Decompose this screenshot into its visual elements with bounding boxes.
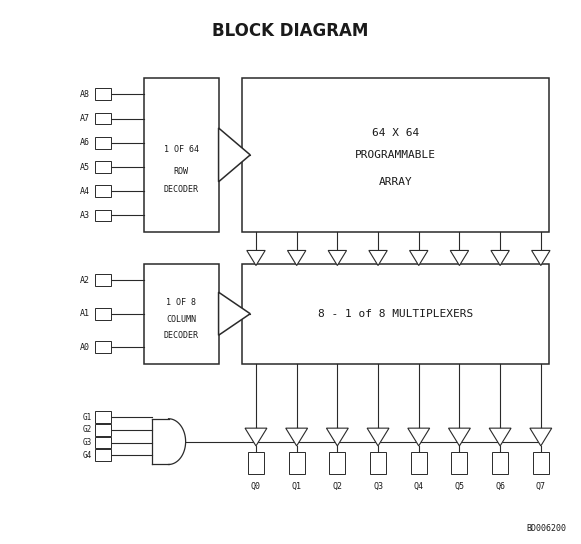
Bar	[95, 437, 111, 448]
Bar	[95, 411, 111, 423]
Polygon shape	[410, 250, 428, 265]
Bar	[95, 342, 111, 353]
Text: ARRAY: ARRAY	[379, 177, 413, 187]
Bar	[248, 453, 264, 474]
Bar	[492, 453, 508, 474]
Text: DECODER: DECODER	[164, 331, 199, 340]
Text: A0: A0	[80, 343, 90, 352]
Text: BD006200: BD006200	[527, 524, 566, 533]
Bar	[95, 449, 111, 461]
Bar	[95, 308, 111, 320]
Polygon shape	[532, 250, 550, 265]
Text: Q3: Q3	[373, 482, 383, 491]
Bar	[144, 264, 218, 363]
Polygon shape	[369, 250, 388, 265]
Bar	[411, 453, 427, 474]
Polygon shape	[286, 428, 307, 446]
Text: 8 - 1 of 8 MULTIPLEXERS: 8 - 1 of 8 MULTIPLEXERS	[318, 309, 473, 319]
Bar	[95, 186, 111, 197]
Bar	[95, 209, 111, 221]
Text: 64 X 64: 64 X 64	[372, 128, 419, 138]
Bar	[95, 274, 111, 286]
Text: 1 OF 64: 1 OF 64	[164, 145, 199, 154]
Polygon shape	[327, 428, 348, 446]
Text: PROGRAMMABLE: PROGRAMMABLE	[355, 150, 436, 160]
Text: BLOCK DIAGRAM: BLOCK DIAGRAM	[212, 22, 369, 40]
Text: 1 OF 8: 1 OF 8	[166, 299, 196, 307]
Text: Q1: Q1	[292, 482, 302, 491]
Text: Q2: Q2	[332, 482, 342, 491]
Polygon shape	[449, 428, 471, 446]
Text: G4: G4	[82, 450, 91, 460]
Polygon shape	[491, 250, 510, 265]
Text: Q0: Q0	[251, 482, 261, 491]
Text: Q5: Q5	[454, 482, 464, 491]
Polygon shape	[328, 250, 346, 265]
Bar	[242, 78, 550, 232]
Bar	[451, 453, 468, 474]
Polygon shape	[218, 128, 250, 182]
Polygon shape	[218, 292, 250, 335]
Bar	[242, 264, 550, 363]
Text: G3: G3	[82, 438, 91, 447]
Bar	[95, 88, 111, 100]
Bar	[533, 453, 549, 474]
Text: A1: A1	[80, 309, 90, 318]
Text: A2: A2	[80, 276, 90, 285]
Text: A4: A4	[80, 187, 90, 196]
Text: A6: A6	[80, 138, 90, 147]
Text: A8: A8	[80, 90, 90, 99]
Text: COLUMN: COLUMN	[166, 314, 196, 324]
Text: G2: G2	[82, 425, 91, 435]
Bar	[144, 78, 218, 232]
Polygon shape	[450, 250, 469, 265]
Text: A3: A3	[80, 211, 90, 220]
Polygon shape	[367, 428, 389, 446]
Text: Q6: Q6	[495, 482, 505, 491]
Bar	[370, 453, 386, 474]
Bar	[95, 137, 111, 149]
Text: ROW: ROW	[174, 166, 189, 176]
Polygon shape	[530, 428, 552, 446]
Text: A7: A7	[80, 114, 90, 123]
Bar	[95, 113, 111, 125]
Bar	[329, 453, 346, 474]
Bar	[289, 453, 304, 474]
Text: A5: A5	[80, 163, 90, 171]
Bar	[95, 424, 111, 436]
Bar	[95, 161, 111, 173]
Polygon shape	[245, 428, 267, 446]
Text: G1: G1	[82, 413, 91, 422]
Polygon shape	[247, 250, 265, 265]
Polygon shape	[489, 428, 511, 446]
Text: Q4: Q4	[414, 482, 424, 491]
Text: Q7: Q7	[536, 482, 546, 491]
Polygon shape	[288, 250, 306, 265]
Polygon shape	[408, 428, 430, 446]
Text: DECODER: DECODER	[164, 186, 199, 194]
